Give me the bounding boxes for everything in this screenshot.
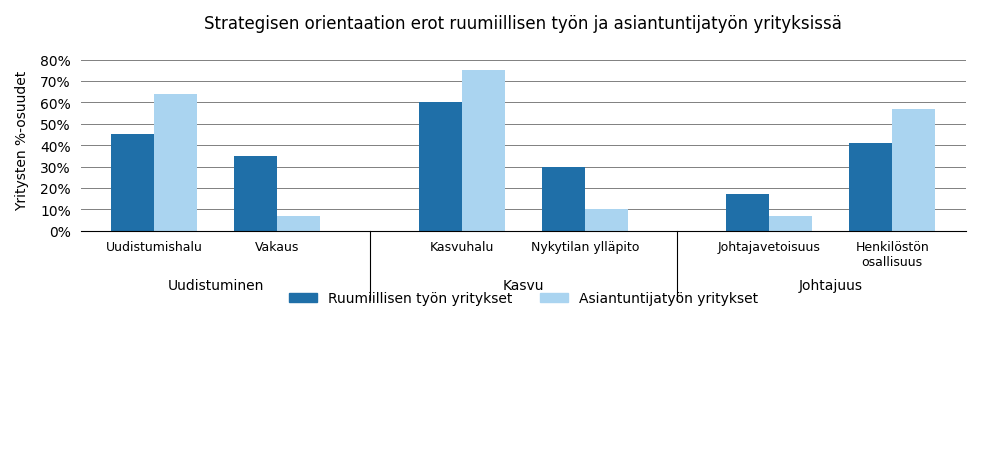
Text: Johtajuus: Johtajuus — [799, 278, 862, 292]
Legend: Ruumiillisen työn yritykset, Asiantuntijatyön yritykset: Ruumiillisen työn yritykset, Asiantuntij… — [284, 286, 763, 311]
Y-axis label: Yritysten %-osuudet: Yritysten %-osuudet — [15, 70, 29, 211]
Bar — [154, 95, 197, 231]
Bar — [542, 167, 585, 231]
Bar — [111, 135, 154, 231]
Bar — [726, 195, 769, 231]
Bar — [850, 144, 892, 231]
Bar — [769, 216, 812, 231]
Bar — [278, 216, 321, 231]
Text: Uudistuminen: Uudistuminen — [168, 278, 264, 292]
Bar — [585, 210, 628, 231]
Bar — [419, 103, 462, 231]
Text: Kasvu: Kasvu — [502, 278, 544, 292]
Bar — [892, 110, 935, 231]
Title: Strategisen orientaation erot ruumiillisen työn ja asiantuntijatyön yrityksissä: Strategisen orientaation erot ruumiillis… — [204, 15, 843, 33]
Bar — [234, 156, 278, 231]
Bar — [462, 71, 505, 231]
